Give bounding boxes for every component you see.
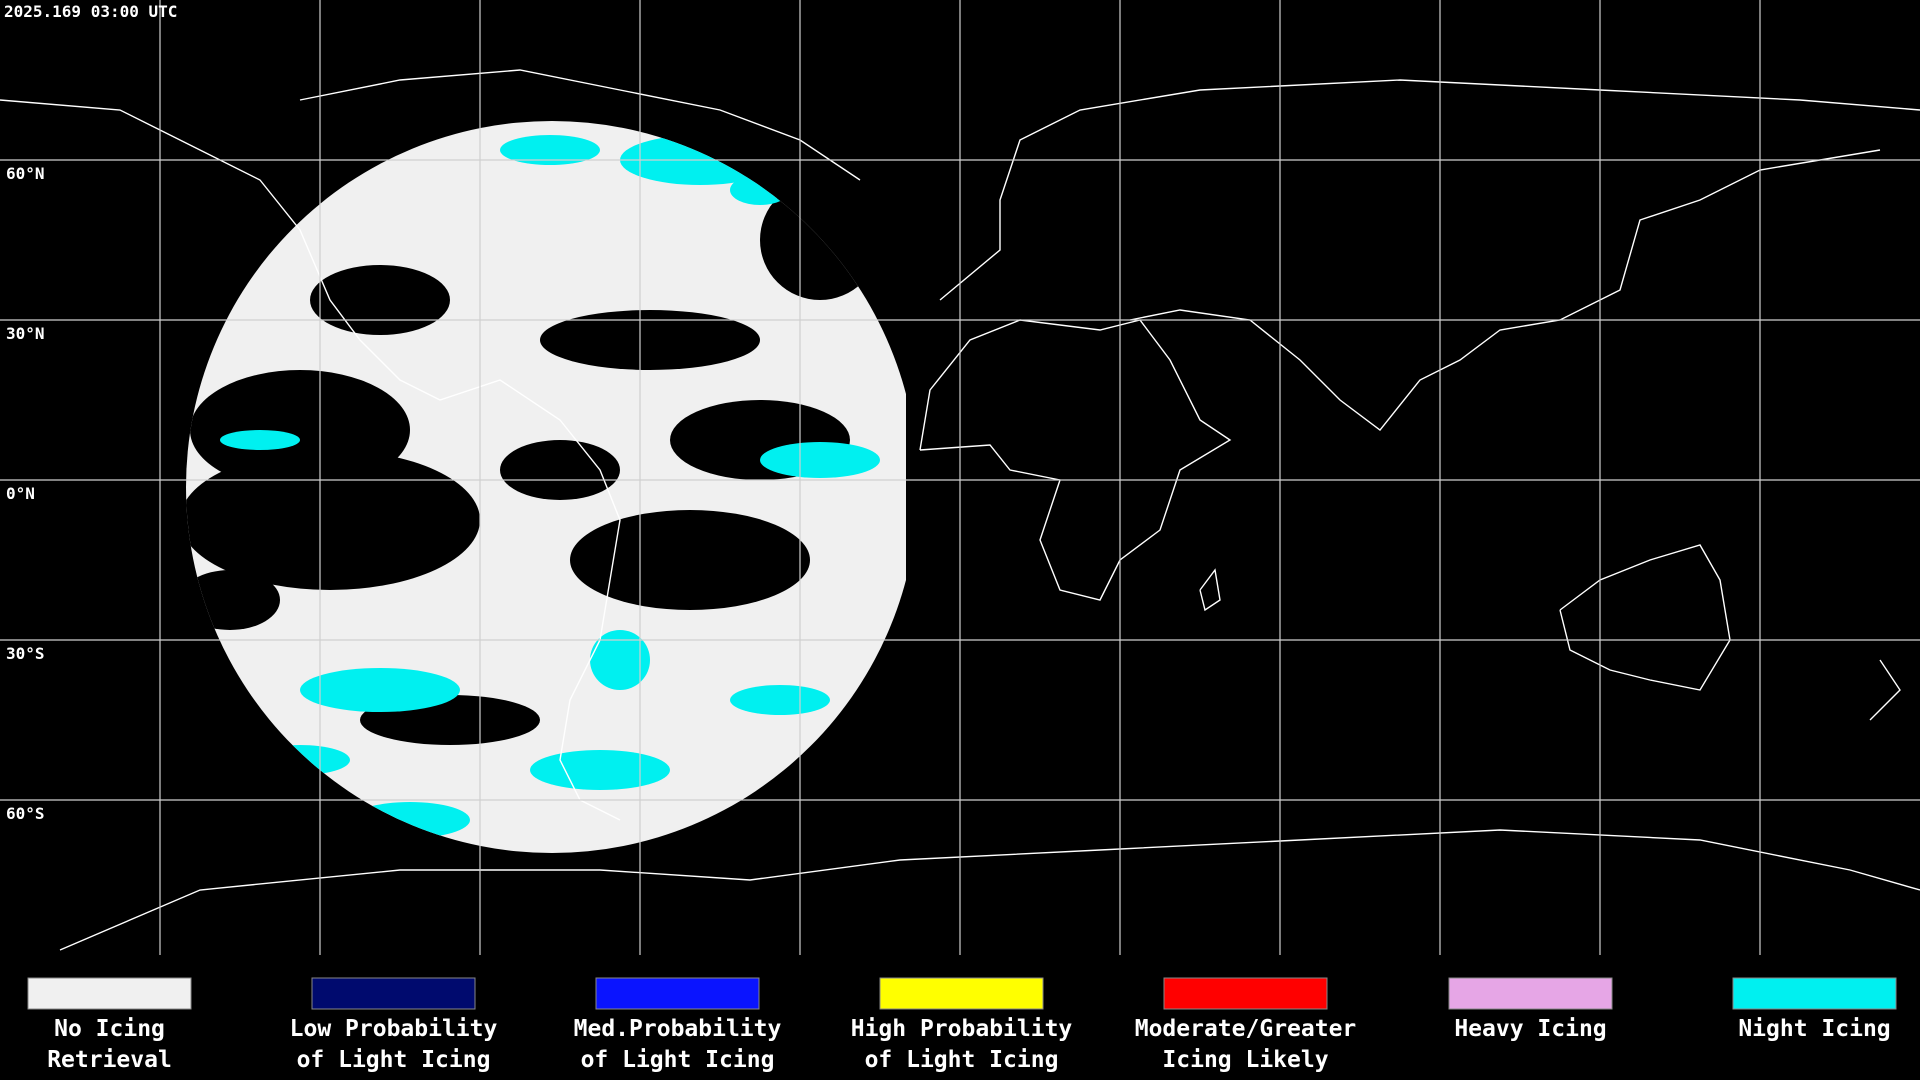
legend: No Icing Retrieval Low Probability of Light…	[27, 977, 1897, 1073]
legend-label: Med.Probability	[574, 1016, 782, 1042]
legend-swatch	[311, 977, 476, 1010]
graticule	[0, 0, 1920, 955]
latitude-label: 0°N	[6, 484, 35, 503]
legend-label: Retrieval	[47, 1047, 172, 1073]
legend-label: Moderate/Greater	[1135, 1016, 1357, 1042]
legend-swatch	[1448, 977, 1613, 1010]
legend-label: High Probability	[851, 1016, 1073, 1042]
legend-swatch	[27, 977, 192, 1010]
legend-label: Low Probability	[290, 1016, 498, 1042]
latitude-label: 30°S	[6, 644, 45, 663]
legend-label: Heavy Icing	[1454, 1016, 1606, 1042]
legend-swatch	[879, 977, 1044, 1010]
legend-label: of Light Icing	[297, 1047, 491, 1073]
coastlines	[0, 69, 1920, 951]
satellite-disk	[186, 121, 906, 853]
legend-label: of Light Icing	[581, 1047, 775, 1073]
legend-swatch	[1163, 977, 1328, 1010]
legend-swatch	[1732, 977, 1897, 1010]
legend-label: Icing Likely	[1162, 1047, 1328, 1073]
legend-label: Night Icing	[1738, 1016, 1890, 1042]
latitude-label: 60°N	[6, 164, 45, 183]
latitude-labels: 60°N 30°N 0°N 30°S 60°S	[6, 164, 45, 823]
legend-label: No Icing	[54, 1016, 165, 1042]
legend-swatch	[595, 977, 760, 1010]
legend-label: of Light Icing	[865, 1047, 1059, 1073]
latitude-label: 30°N	[6, 324, 45, 343]
timestamp: 2025.169 03:00 UTC	[4, 2, 177, 21]
latitude-label: 60°S	[6, 804, 45, 823]
